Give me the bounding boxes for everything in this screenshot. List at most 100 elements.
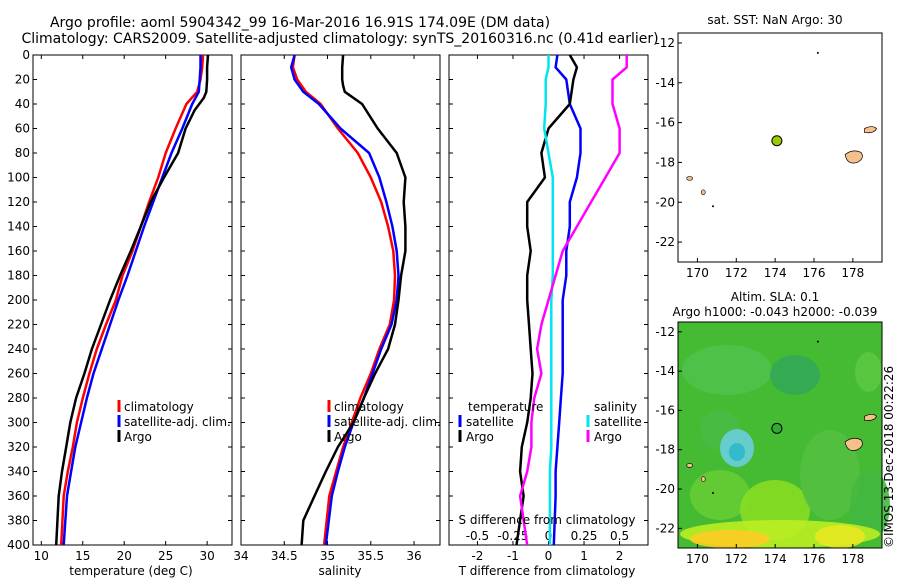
y-tick-label: 340 [7,465,30,479]
legend-label-t-argo: Argo [466,430,494,444]
t-difference-axis-label: T difference from climatology [458,564,636,578]
map-y-tick-label: -12 [655,325,675,339]
y-tick-label: 240 [7,342,30,356]
sst-map-title: sat. SST: NaN Argo: 30 [707,13,842,27]
y-tick-label: 120 [7,195,30,209]
sst-map: 170 172 174 176 178 -12 -14 -16 -18 -20 -22 [655,32,883,280]
credit-text: ©IMOS 13-Dec-2018 00:22:26 [882,366,896,548]
map-frame [677,321,883,549]
temperature-legend: climatology satellite-adj. clim. Argo [117,400,231,444]
x-tick-label: 25 [158,549,173,563]
legend-label-argo: Argo [334,430,362,444]
sla-field-patch [690,470,750,520]
map-background [678,33,882,262]
x-tick-label: 34.5 [271,549,298,563]
y-tick-label: 380 [7,514,30,528]
map-y-tick-label: -22 [655,235,675,249]
x-tick-label: 34 [233,549,248,563]
map-y-tick-label: -14 [655,364,675,378]
map-y-tick-label: -20 [655,482,675,496]
series-line-s-satellite [542,55,555,545]
y-tick-label: 220 [7,318,30,332]
y-tick-label: 200 [7,293,30,307]
s-tick-label: -0.25 [497,529,528,543]
series-line-s-argo [518,55,628,546]
map-x-tick-label: 174 [764,266,787,280]
s-difference-axis-label: S difference from climatology [459,513,636,527]
salinity-legend: climatology satellite-adj. clim. Argo [327,400,441,444]
legend-label-climatology: climatology [124,400,194,414]
map-y-tick-label: -20 [655,195,675,209]
x-tick-label: 1 [580,549,588,563]
sla-field-patch [770,355,820,395]
series-line-t-argo [515,54,579,546]
map-y-tick-label: -12 [655,36,675,50]
series-line-climatology [59,54,205,546]
x-tick-label: -2 [471,549,483,563]
s-tick-label: 0.5 [610,529,629,543]
series-line-argo [300,54,407,546]
map-x-tick-label: 170 [686,266,709,280]
island-small [686,176,693,181]
s-tick-label: 0 [545,529,553,543]
map-y-tick-label: -18 [655,155,675,169]
y-tick-label: 400 [7,538,30,552]
map-x-tick-label: 174 [764,552,787,566]
sla-field-patch [815,525,865,548]
x-tick-label: -1 [507,549,519,563]
map-x-tick-label: 176 [803,552,826,566]
island-dot [816,51,819,54]
y-tick-label: 320 [7,440,30,454]
x-tick-label: 35.5 [357,549,384,563]
series-line-climatology [291,54,397,546]
sla-field-patch [850,470,890,540]
island-dot [816,340,819,343]
legend-label-climatology: climatology [334,400,404,414]
legend-label-satellite: satellite-adj. clim. [334,415,441,429]
x-tick-label: 15 [75,549,90,563]
legend-label-satellite: satellite-adj. clim. [124,415,231,429]
legend-label-t-satellite: satellite [466,415,514,429]
sla-field-patch [800,430,860,520]
s-tick-label: 0.25 [571,529,598,543]
x-tick-label: 30 [199,549,214,563]
island-viti-levu [844,150,863,164]
x-tick-label: 35 [320,549,335,563]
legend-label-s-satellite: satellite [594,415,642,429]
x-tick-label: 10 [34,549,49,563]
series-line-satellite-adj-clim- [289,54,400,546]
map-x-tick-label: 172 [725,552,748,566]
y-tick-label: 260 [7,367,30,381]
title-line-1: Argo profile: aoml 5904342_99 16-Mar-201… [50,15,550,31]
temperature-panel: 0 20 40 60 80 100 120 140 160 180 200 220 240 260 280 3… [7,48,233,563]
x-tick-label: 0 [545,549,553,563]
x-tick-label: 2 [616,549,624,563]
sla-field-patch [729,443,745,461]
x-tick-label: 36 [406,549,421,563]
sla-map-title: Altim. SLA: 0.1 [731,290,819,304]
map-frame [677,32,883,263]
y-tick-label: 0 [22,48,30,62]
map-y-tick-label: -18 [655,443,675,457]
y-tick-label: 100 [7,171,30,185]
island-vanua-levu [864,413,877,421]
sla-map-title-argo: Argo h1000: -0.043 h2000: -0.039 [673,305,878,319]
sla-field-patch [855,352,882,392]
y-tick-label: 40 [15,97,30,111]
map-x-tick-label: 170 [686,552,709,566]
island-small [700,189,706,196]
y-tick-label: 60 [15,122,30,136]
y-tick-label: 300 [7,416,30,430]
salinity-axis-label: salinity [318,564,361,578]
island-viti-levu [844,437,863,451]
map-x-tick-label: 178 [841,266,864,280]
map-y-tick-label: -22 [655,521,675,535]
y-tick-label: 80 [15,146,30,160]
y-tick-label: 280 [7,391,30,405]
island-small [686,463,693,468]
salinity-panel: 34 34.5 35 35.5 36 [233,54,441,563]
map-y-tick-label: -14 [655,76,675,90]
island-small [700,476,706,483]
island-dot [711,491,714,494]
legend-title-salinity: salinity [594,400,637,414]
